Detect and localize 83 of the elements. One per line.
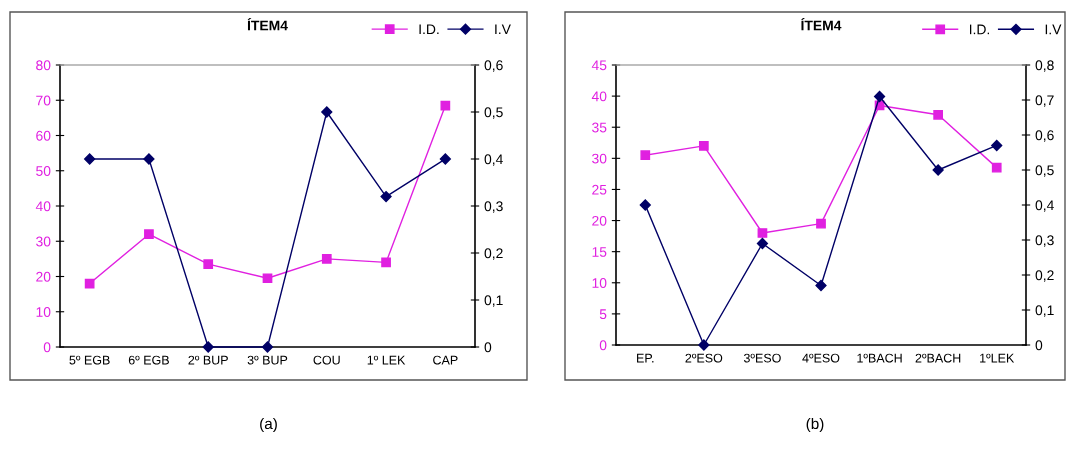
legend-label: I.V <box>495 24 511 34</box>
y-tick-label: 15 <box>592 247 607 257</box>
x-tick-label: 1º LEK <box>367 355 406 365</box>
point <box>321 254 332 264</box>
y2-tick-label: 0 <box>484 342 492 353</box>
point <box>932 164 944 176</box>
y2-tick-label: 0,6 <box>1035 130 1054 142</box>
x-tick-label: 2ºBACH <box>915 353 961 363</box>
y2-tick-label: 0,5 <box>1035 165 1054 177</box>
legend-label: I.V <box>1045 24 1062 35</box>
y2-tick-label: 0,5 <box>484 107 503 119</box>
point <box>261 341 274 353</box>
point <box>439 153 451 165</box>
point <box>640 150 651 161</box>
point <box>84 153 96 165</box>
point <box>815 279 827 292</box>
x-tick-label: 1ºLEK <box>980 353 1015 363</box>
y-tick-label: 5 <box>599 309 607 320</box>
legend-label: I.D. <box>969 24 990 35</box>
x-tick-label: 3ºESO <box>743 353 781 363</box>
point <box>698 141 709 151</box>
y-tick-label: 80 <box>36 60 51 71</box>
x-tick-label: 4ºESO <box>802 353 840 363</box>
y-tick-label: 0 <box>599 340 607 351</box>
y-tick-label: 0 <box>43 342 51 353</box>
y2-tick-label: 0,3 <box>1035 235 1054 247</box>
point <box>144 229 154 240</box>
text: (a) <box>260 417 277 433</box>
y2-tick-label: 0,2 <box>484 248 503 260</box>
x-tick-label: 3º BUP <box>247 355 288 365</box>
y-tick-label: 45 <box>591 60 607 71</box>
x-tick-label: 5º EGB <box>69 355 110 365</box>
point <box>202 341 214 353</box>
y2-tick-label: 0,7 <box>1035 95 1054 107</box>
point <box>380 190 392 203</box>
point <box>991 139 1003 152</box>
point <box>698 339 710 351</box>
text: (b) <box>806 417 824 433</box>
point <box>757 228 768 238</box>
x-tick-label: 2ºESO <box>685 353 723 363</box>
y-tick-label: 10 <box>592 278 607 288</box>
point <box>262 273 273 284</box>
y-tick-label: 40 <box>35 201 51 212</box>
x-tick-label: 1ºBACH <box>857 353 902 363</box>
x-tick-label: EP. <box>637 353 654 363</box>
point <box>873 90 886 103</box>
y-tick-label: 25 <box>592 184 607 195</box>
y-tick-label: 50 <box>36 166 51 176</box>
y-tick-label: 35 <box>592 122 607 133</box>
y-tick-label: 40 <box>591 91 607 102</box>
point <box>84 278 95 289</box>
y-tick-label: 70 <box>36 95 51 106</box>
y-tick-label: 10 <box>36 307 51 317</box>
y-tick-label: 30 <box>36 236 51 247</box>
legend-label: I.D. <box>419 24 439 34</box>
point <box>381 257 391 268</box>
point <box>440 100 451 111</box>
x-tick-label: CAP <box>433 355 458 365</box>
y2-tick-label: 0,1 <box>484 295 503 307</box>
y-tick-label: 20 <box>592 215 607 226</box>
y2-tick-label: 0,8 <box>1035 60 1054 72</box>
y2-tick-label: 0,1 <box>1035 305 1054 317</box>
x-tick-label: 6º EGB <box>128 355 169 365</box>
point <box>321 106 333 118</box>
y-tick-label: 30 <box>592 153 607 164</box>
y2-tick-label: 0,3 <box>484 201 503 213</box>
y2-tick-label: 0,2 <box>1035 270 1054 282</box>
y2-tick-label: 0,6 <box>484 60 503 72</box>
point <box>756 237 769 250</box>
y-tick-label: 20 <box>36 271 51 282</box>
chart-title: ÍTEM4 <box>247 17 288 31</box>
y2-tick-label: 0,4 <box>1035 200 1054 212</box>
point <box>933 109 944 120</box>
y2-tick-label: 0,4 <box>484 154 503 166</box>
point <box>991 162 1002 173</box>
x-tick-label: 2º BUP <box>188 355 228 365</box>
y2-tick-label: 0 <box>1035 340 1043 351</box>
chart-title: ÍTEM4 <box>801 17 842 31</box>
point <box>816 218 826 229</box>
point <box>203 259 214 270</box>
x-tick-label: COU <box>313 355 340 365</box>
point <box>639 199 651 211</box>
y-tick-label: 60 <box>36 130 51 141</box>
